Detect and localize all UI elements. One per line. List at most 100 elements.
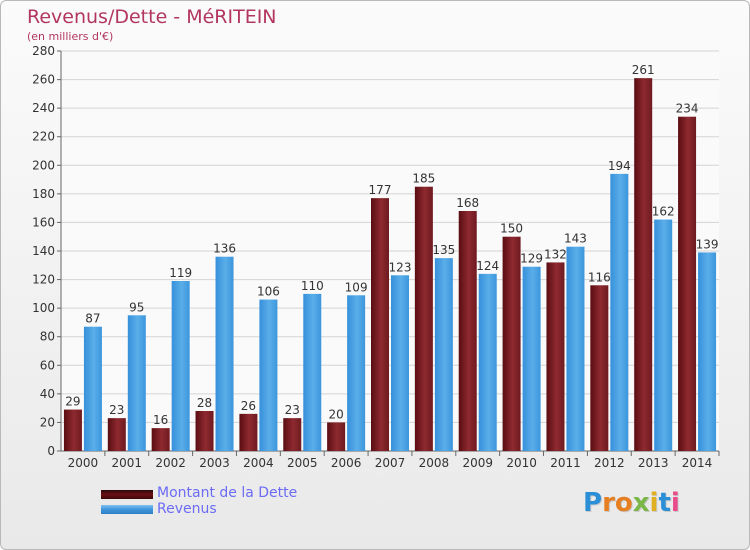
- bar-dette: [502, 236, 521, 451]
- logo-letter: r: [602, 488, 615, 518]
- chart-title: Revenus/Dette - MéRITEIN: [27, 6, 277, 28]
- legend-swatch-dette: [101, 490, 153, 499]
- bar-revenus: [654, 219, 673, 451]
- y-tick-label: 220: [32, 130, 55, 144]
- logo-letter: P: [583, 488, 603, 518]
- y-tick-label: 200: [32, 158, 55, 172]
- data-label-dette: 177: [369, 183, 392, 197]
- y-tick-label: 60: [40, 358, 55, 372]
- x-tick-label: 2008: [419, 456, 450, 470]
- data-label-revenus: 119: [169, 266, 192, 280]
- x-tick-label: 2012: [594, 456, 625, 470]
- bar-revenus: [215, 256, 234, 451]
- data-label-revenus: 110: [301, 279, 324, 293]
- data-label-dette: 29: [65, 395, 80, 409]
- data-label-revenus: 87: [85, 312, 100, 326]
- logo-letter: o: [614, 488, 633, 518]
- bar-dette: [590, 285, 609, 451]
- bar-revenus: [391, 275, 409, 451]
- data-label-dette: 185: [412, 172, 435, 186]
- bar-revenus: [171, 281, 190, 451]
- data-label-dette: 234: [676, 102, 699, 116]
- x-tick-label: 2002: [155, 456, 186, 470]
- data-label-dette: 116: [588, 270, 611, 284]
- x-tick-label: 2003: [199, 456, 230, 470]
- legend-label-dette: Montant de la Dette: [157, 485, 298, 501]
- bar-dette: [327, 422, 346, 451]
- data-label-revenus: 162: [652, 205, 675, 219]
- y-tick-label: 260: [32, 73, 55, 87]
- bar-revenus: [522, 266, 541, 451]
- x-tick-label: 2005: [287, 456, 318, 470]
- bar-dette: [151, 428, 170, 451]
- data-label-dette: 26: [241, 399, 256, 413]
- x-tick-label: 2001: [112, 456, 143, 470]
- bar-revenus: [478, 273, 497, 451]
- x-tick-label: 2010: [506, 456, 537, 470]
- x-tick-label: 2011: [550, 456, 581, 470]
- logo-letter: x: [632, 488, 650, 518]
- bar-revenus: [83, 326, 102, 451]
- bar-revenus: [434, 258, 453, 451]
- data-label-dette: 20: [328, 407, 343, 421]
- data-label-revenus: 139: [696, 237, 719, 251]
- data-label-dette: 132: [544, 247, 567, 261]
- bar-revenus: [566, 246, 585, 451]
- bar-dette: [283, 418, 302, 451]
- data-label-dette: 150: [500, 222, 523, 236]
- y-tick-label: 160: [32, 215, 55, 229]
- data-label-revenus: 109: [345, 280, 368, 294]
- bar-revenus: [347, 295, 366, 451]
- data-label-revenus: 123: [389, 260, 412, 274]
- data-label-revenus: 135: [432, 243, 455, 257]
- data-label-dette: 168: [456, 196, 479, 210]
- x-tick-label: 2014: [682, 456, 713, 470]
- bar-dette: [634, 78, 653, 452]
- chart-subtitle: (en milliers d'€): [27, 30, 114, 43]
- y-tick-label: 120: [32, 273, 55, 287]
- bar-dette: [371, 198, 389, 451]
- data-label-dette: 16: [153, 413, 168, 427]
- data-label-revenus: 95: [129, 300, 144, 314]
- data-label-dette: 261: [632, 63, 655, 77]
- bar-dette: [107, 418, 126, 451]
- bar-revenus: [698, 252, 717, 451]
- data-label-dette: 28: [197, 396, 212, 410]
- bar-dette: [239, 413, 258, 451]
- data-label-revenus: 143: [564, 232, 587, 246]
- y-tick-label: 20: [40, 415, 55, 429]
- y-tick-label: 40: [40, 387, 55, 401]
- bar-revenus: [610, 173, 629, 451]
- bar-dette: [414, 186, 433, 451]
- bar-revenus: [127, 315, 146, 451]
- data-label-revenus: 129: [520, 252, 543, 266]
- y-tick-label: 140: [32, 244, 55, 258]
- y-tick-label: 280: [32, 44, 55, 58]
- bar-dette: [63, 409, 82, 451]
- bar-revenus: [259, 299, 278, 451]
- legend-label-revenus: Revenus: [157, 501, 217, 517]
- x-tick-label: 2006: [331, 456, 362, 470]
- data-label-revenus: 194: [608, 159, 631, 173]
- y-tick-label: 0: [47, 444, 55, 458]
- bar-dette: [458, 211, 477, 451]
- x-tick-label: 2007: [375, 456, 406, 470]
- data-label-revenus: 124: [476, 259, 499, 273]
- x-tick-label: 2004: [243, 456, 274, 470]
- legend-swatch-revenus: [101, 505, 153, 514]
- bar-dette: [546, 262, 565, 451]
- x-tick-label: 2009: [462, 456, 493, 470]
- logo-letter: i: [670, 488, 680, 518]
- y-tick-label: 100: [32, 301, 55, 315]
- data-label-dette: 23: [285, 403, 300, 417]
- y-tick-label: 80: [40, 330, 55, 344]
- y-tick-label: 180: [32, 187, 55, 201]
- y-tick-label: 240: [32, 101, 55, 115]
- data-label-revenus: 106: [257, 285, 280, 299]
- proxiti-logo: Proxiti: [583, 488, 680, 518]
- logo-letter: i: [649, 488, 659, 518]
- data-label-dette: 23: [109, 403, 124, 417]
- logo-letter: t: [658, 488, 671, 518]
